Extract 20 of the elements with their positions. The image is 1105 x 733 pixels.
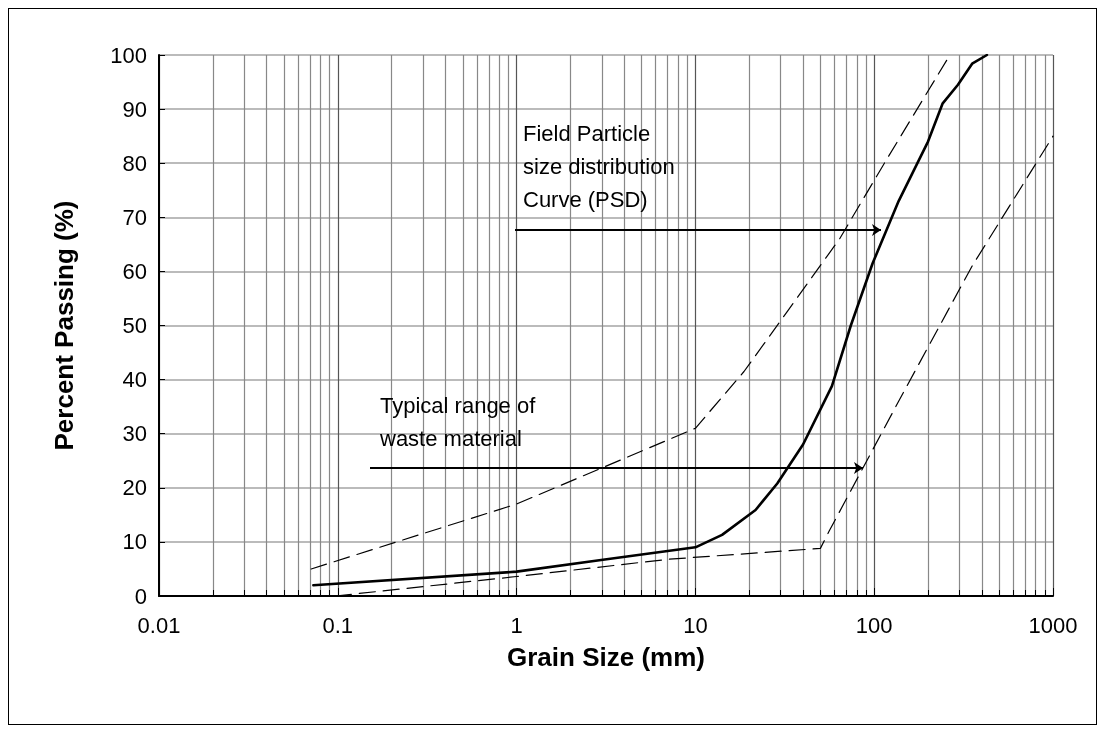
x-tick-label: 1 [510,612,523,638]
y-tick-label: 60 [122,258,147,284]
y-tick-label: 20 [122,475,147,501]
x-tick-label: 10 [683,612,708,638]
y-axis-title: Percent Passing (%) [49,200,79,451]
y-tick-label: 40 [122,367,147,393]
x-tick-label: 1000 [1028,612,1078,638]
x-tick-label: 0.01 [137,612,181,638]
annotation: Field Particle size distribution Curve (PSD) [523,121,675,212]
y-tick-label: 10 [122,529,147,555]
y-tick-label: 80 [122,150,147,176]
x-tick-label: 0.1 [322,612,354,638]
y-tick-label: 100 [110,42,147,68]
y-tick-label: 90 [122,96,147,122]
y-tick-label: 30 [122,421,147,447]
y-tick-label: 70 [122,204,147,230]
x-tick-label: 100 [855,612,893,638]
x-axis-title: Grain Size (mm) [507,642,705,672]
y-tick-label: 50 [122,313,147,338]
y-tick-label: 0 [134,583,147,609]
